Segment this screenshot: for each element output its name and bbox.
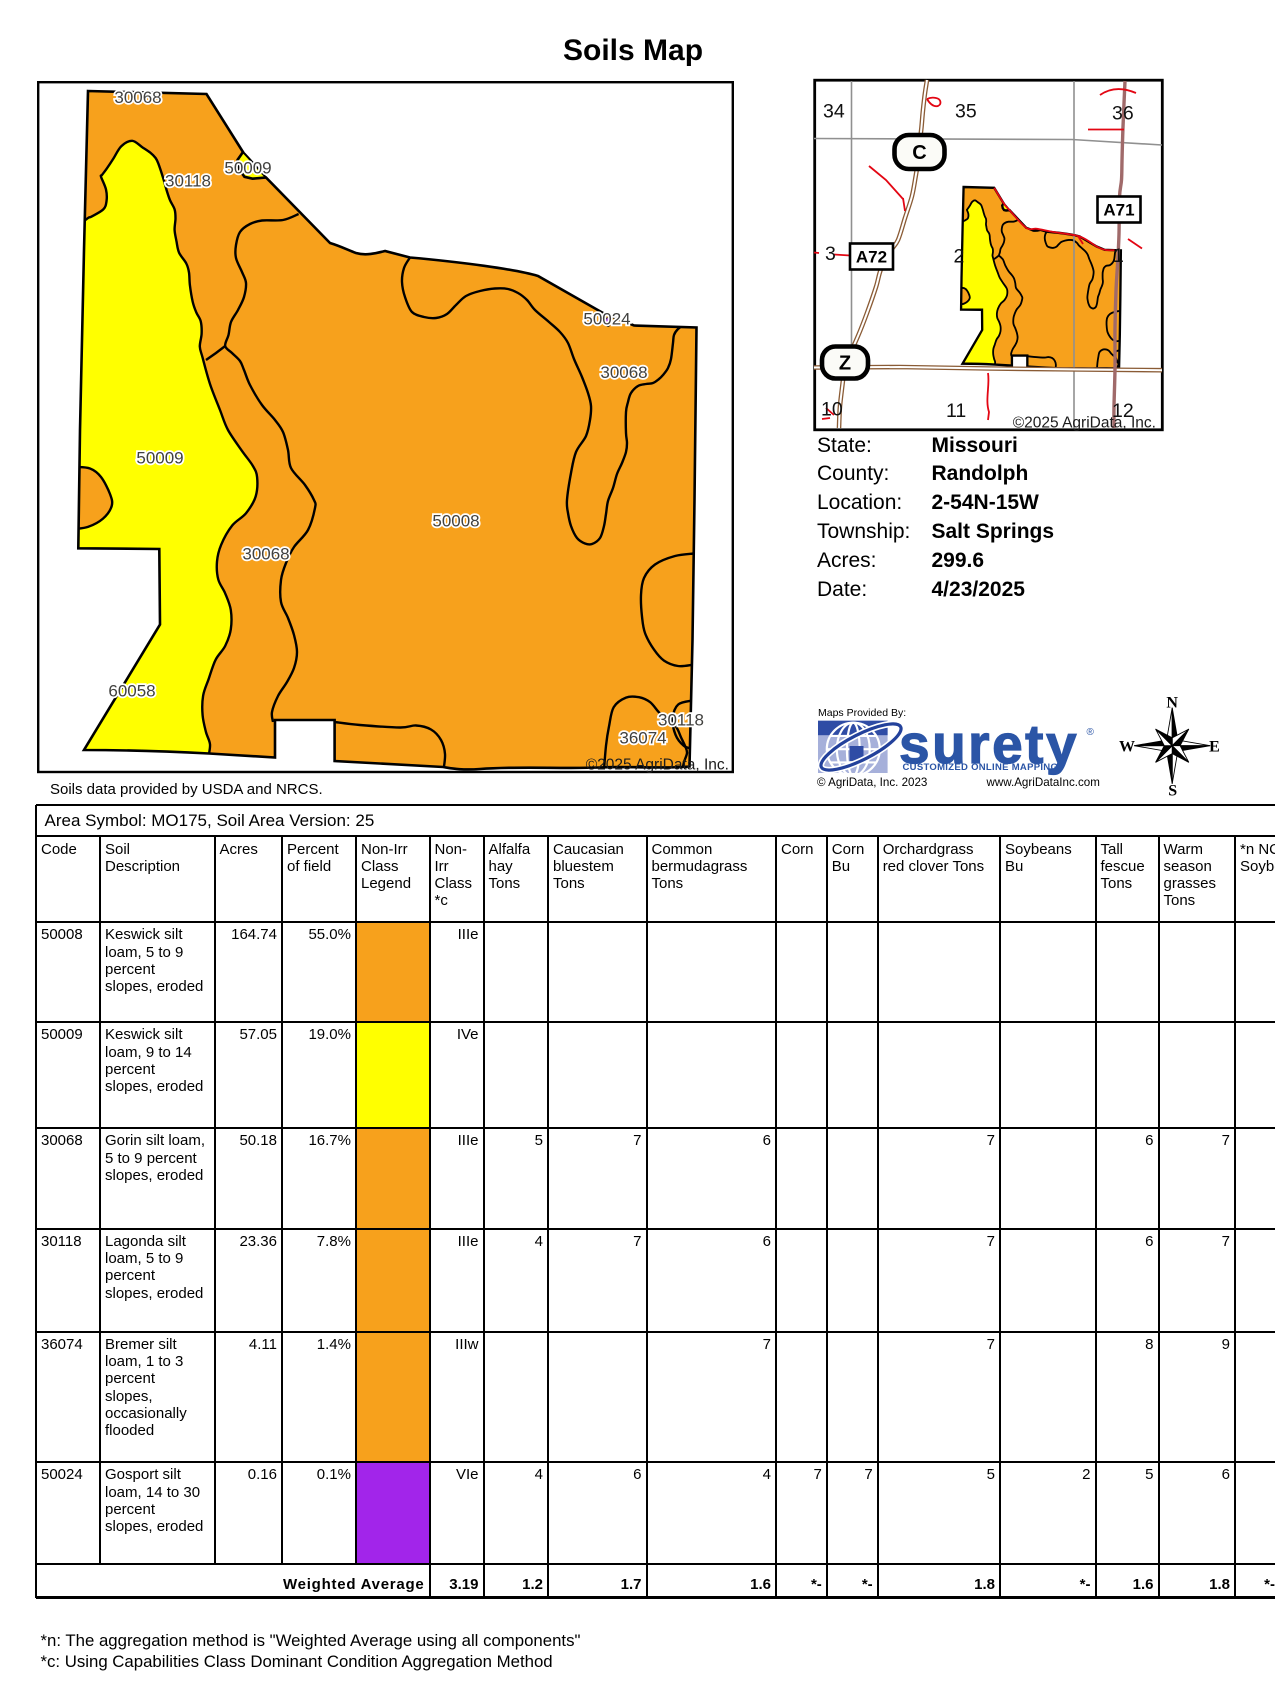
svg-text:A72: A72	[856, 248, 887, 267]
svg-text:50024: 50024	[583, 310, 630, 329]
svg-text:S: S	[1168, 783, 1177, 800]
svg-text:C: C	[912, 142, 926, 164]
svg-text:A71: A71	[1103, 201, 1134, 220]
svg-text:34: 34	[823, 101, 845, 123]
svg-text:12: 12	[1112, 400, 1134, 422]
svg-text:60058: 60058	[108, 682, 155, 701]
svg-text:36: 36	[1112, 103, 1134, 125]
svg-text:1: 1	[1113, 245, 1124, 267]
svg-text:E: E	[1209, 739, 1220, 756]
svg-text:©2025 AgriData, Inc.: ©2025 AgriData, Inc.	[1013, 415, 1156, 432]
svg-text:36074: 36074	[619, 729, 666, 748]
svg-text:2: 2	[954, 246, 965, 268]
svg-text:50009: 50009	[224, 159, 271, 178]
svg-text:35: 35	[955, 101, 977, 123]
svg-text:30068: 30068	[600, 363, 647, 382]
svg-text:50008: 50008	[432, 512, 479, 531]
svg-text:W: W	[1119, 739, 1135, 756]
svg-text:Z: Z	[839, 353, 851, 375]
svg-text:30068: 30068	[114, 88, 161, 107]
svg-text:©2025 AgriData, Inc.: ©2025 AgriData, Inc.	[586, 757, 729, 774]
svg-text:50009: 50009	[136, 449, 183, 468]
svg-text:3: 3	[825, 243, 836, 265]
svg-text:30118: 30118	[165, 172, 211, 191]
svg-text:10: 10	[821, 399, 843, 421]
svg-text:30118: 30118	[658, 711, 704, 730]
svg-text:30068: 30068	[242, 545, 289, 564]
svg-text:11: 11	[946, 400, 966, 422]
svg-text:N: N	[1166, 695, 1178, 712]
